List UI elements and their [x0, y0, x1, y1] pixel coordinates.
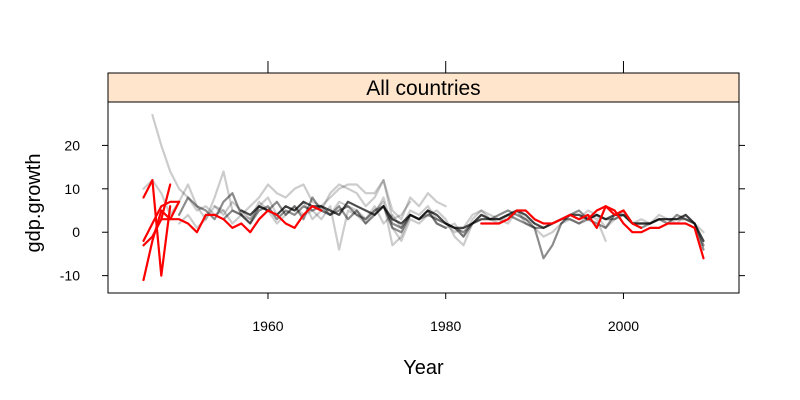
- highlight-series-line-14: [142, 200, 181, 242]
- highlight-series-line-15: [160, 209, 305, 234]
- y-tick-label: 20: [64, 137, 80, 153]
- highlight-series-line-16: [302, 205, 323, 216]
- background-series-line-2: [178, 200, 536, 251]
- y-tick-label: 0: [72, 224, 80, 240]
- x-axis-title: Year: [403, 357, 444, 379]
- strip: All countries: [107, 72, 740, 103]
- x-tick-label: 2000: [608, 318, 639, 334]
- highlight-series-line-11: [142, 200, 181, 282]
- background-series-line-7: [178, 192, 447, 234]
- background-series-line-4: [320, 179, 412, 221]
- highlight-series-line-18: [586, 205, 643, 229]
- highlight-series-line-17: [480, 205, 705, 260]
- strip-background: [107, 72, 740, 103]
- background-series-line-10: [240, 200, 705, 242]
- highlight-series-line-13: [142, 179, 172, 277]
- axes-layer: 1960 1980 2000 -10 0 10 20: [60, 61, 745, 334]
- y-tick-label: 10: [64, 181, 80, 197]
- y-tick-label: -10: [60, 268, 80, 284]
- background-series-line-0: [151, 113, 225, 216]
- x-tick-label: 1960: [252, 318, 283, 334]
- series-layer: [142, 113, 705, 282]
- background-series-line-1: [142, 170, 447, 221]
- panel-border: [107, 101, 740, 294]
- strip-title: All countries: [366, 77, 480, 100]
- y-axis-title: gdp.growth: [23, 154, 45, 253]
- x-tick-label: 1980: [430, 318, 461, 334]
